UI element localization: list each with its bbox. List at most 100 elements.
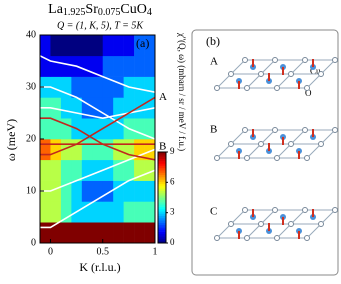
title-part: La [48, 2, 64, 17]
heat-cell [134, 97, 145, 119]
colorbar-step [158, 177, 166, 180]
heat-cell [50, 159, 62, 181]
title-part: 4 [147, 7, 152, 18]
colorbar-step [158, 165, 166, 169]
atom-label: Cu [310, 66, 321, 76]
heat-cell [81, 180, 93, 202]
oxygen-atom [304, 85, 310, 91]
colorbar-step [158, 158, 166, 162]
oxygen-atom [272, 127, 278, 133]
heat-cell [81, 139, 93, 161]
heat-cell [102, 55, 114, 77]
panel-label: (a) [136, 36, 149, 50]
y-tick-label: 10 [26, 185, 36, 196]
mode-label: B [210, 124, 217, 136]
heat-cell [113, 180, 124, 202]
colorbar-step [158, 170, 166, 173]
oxygen-atom [272, 207, 278, 213]
heat-cell [81, 35, 93, 57]
oxygen-atom [228, 221, 234, 227]
heat-cell [71, 35, 83, 57]
dispersion-line [40, 148, 156, 192]
colorbar-step [158, 222, 166, 226]
heat-cell [113, 139, 124, 161]
colorbar-step [158, 206, 166, 210]
colorbar-step [158, 229, 166, 232]
colorbar-step [158, 172, 166, 176]
oxygen-atom [332, 127, 338, 133]
oxygen-atom [214, 155, 220, 161]
mode-label: B [159, 140, 166, 152]
y-tick-label: 40 [26, 29, 36, 40]
oxygen-atom [288, 71, 294, 77]
heat-cell [144, 118, 156, 140]
heat-cell [50, 35, 62, 57]
heat-cell [144, 76, 156, 98]
mode-label: A [159, 91, 167, 103]
heat-cell [92, 180, 104, 202]
colorbar-step [158, 220, 166, 223]
heat-cell [102, 201, 114, 223]
colorbar-step [158, 183, 166, 187]
heat-cell [102, 222, 114, 244]
colorbar-step [158, 208, 166, 212]
y-tick-label: 20 [26, 133, 36, 144]
oxygen-atom [244, 155, 250, 161]
heat-cell [92, 76, 104, 98]
oxygen-atom [258, 71, 264, 77]
heat-cell [81, 222, 93, 244]
heat-cell [144, 55, 156, 77]
heat-cell [123, 97, 135, 119]
colorbar-tick-label: 0 [170, 237, 175, 247]
colorbar-step [158, 240, 166, 244]
panel-b-label: (b) [206, 34, 220, 48]
heat-cell [113, 201, 124, 223]
x-tick-label: 0.5 [96, 246, 109, 257]
heat-cell [92, 35, 104, 57]
heat-cell [144, 180, 156, 202]
heat-cell [113, 76, 124, 98]
colorbar-step [158, 163, 166, 166]
colorbar-step [158, 217, 166, 221]
heat-cell [92, 201, 104, 223]
oxygen-atom [242, 57, 248, 63]
oxygen-atom [288, 221, 294, 227]
oxygen-atom [304, 155, 310, 161]
colorbar-tick-label: 6 [170, 176, 175, 186]
heat-cell [40, 139, 51, 161]
heat-cell [134, 35, 145, 57]
heat-cell [144, 159, 156, 181]
heat-cell [60, 201, 72, 223]
heat-cell [92, 222, 104, 244]
heat-cell [40, 55, 51, 77]
heat-cell [81, 97, 93, 119]
heat-cell [71, 159, 83, 181]
x-tick-label: 1 [153, 246, 158, 257]
oxygen-atom [258, 221, 264, 227]
colorbar-step [158, 161, 166, 164]
oxygen-atom [244, 235, 250, 241]
oxygen-atom [274, 85, 280, 91]
heat-cell [71, 139, 83, 161]
mode-label: A [210, 56, 218, 68]
oxygen-atom [332, 207, 338, 213]
colorbar-tick-label: 3 [170, 207, 175, 217]
heat-cell [50, 118, 62, 140]
x-tick-label: 0 [48, 246, 53, 257]
heat-cell [113, 118, 124, 140]
oxygen-atom [244, 85, 250, 91]
oxygen-atom [274, 155, 280, 161]
heat-cell [40, 159, 51, 181]
oxygen-atom [242, 127, 248, 133]
dispersion-line [40, 86, 156, 140]
oxygen-atom [272, 57, 278, 63]
colorbar-step [158, 190, 166, 194]
oxygen-atom [304, 235, 310, 241]
oxygen-atom [258, 141, 264, 147]
oxygen-atom [274, 235, 280, 241]
heat-cell [113, 97, 124, 119]
colorbar-step [158, 224, 166, 228]
heat-cell [102, 97, 114, 119]
y-tick-label: 30 [26, 81, 36, 92]
